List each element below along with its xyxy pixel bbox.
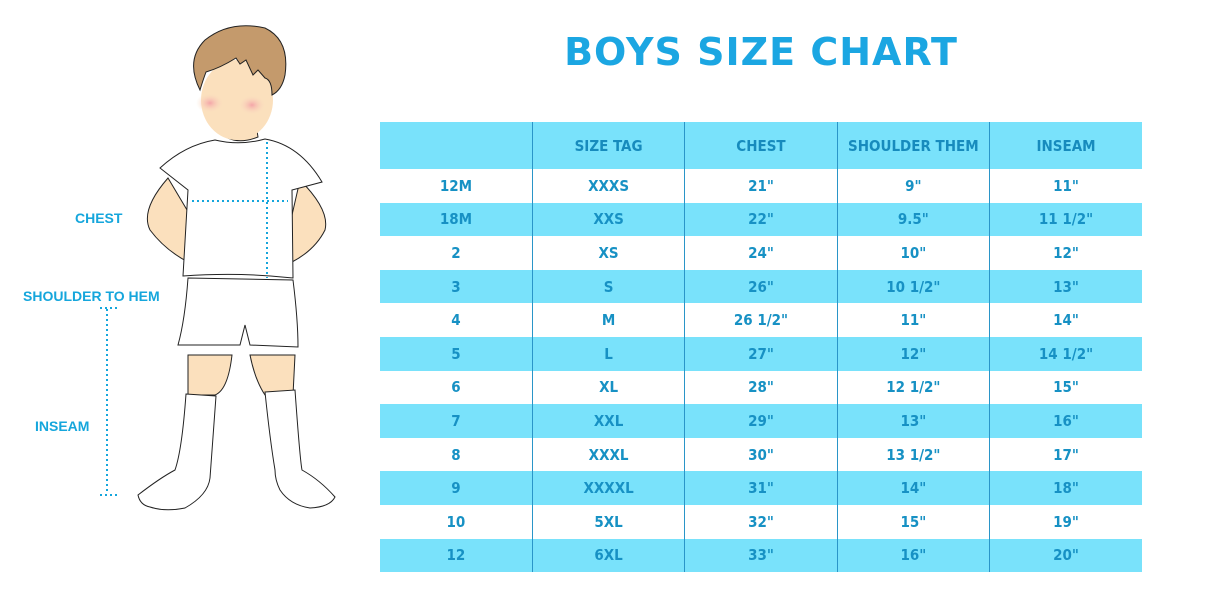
table-cell: 30" — [684, 437, 838, 472]
left-sock — [137, 393, 217, 511]
table-row: 2 XS 24" 10" 12" — [380, 236, 1142, 270]
table-cell: 10 — [446, 512, 466, 531]
table-cell: XS — [531, 236, 685, 270]
table-cell: XXXS — [531, 169, 685, 203]
shoulder-to-hem-label: SHOULDER TO HEM — [23, 288, 160, 304]
table-cell: 26 1/2" — [684, 303, 838, 337]
right-sock — [264, 389, 336, 509]
table-header-row: SIZE TAG CHEST SHOULDER THEM INSEAM — [380, 122, 1142, 169]
table-cell: 15" — [989, 370, 1142, 405]
table-cell: 4 — [451, 311, 461, 330]
table-cell: 14" — [989, 303, 1142, 337]
table-cell: 8 — [451, 445, 461, 464]
column-header: CHEST — [684, 122, 838, 169]
table-row: 8 XXXL 30" 13 1/2" 17" — [380, 437, 1142, 472]
table-cell: 18M — [380, 202, 533, 237]
hair — [193, 25, 287, 96]
table-cell: 26" — [684, 269, 838, 304]
table-cell: 9" — [836, 169, 990, 203]
column-header: INSEAM — [989, 122, 1142, 169]
table-cell: 17" — [989, 437, 1142, 472]
table-cell: 14" — [836, 471, 990, 505]
table-cell: 28" — [684, 370, 838, 405]
shorts — [177, 277, 299, 348]
table-cell: 22" — [684, 202, 838, 237]
table-cell: XXS — [531, 202, 685, 237]
table-cell: 29" — [684, 404, 838, 438]
table-cell: 12 — [380, 538, 533, 573]
table-cell: XXXXL — [531, 471, 685, 505]
table-row: 5 L 27" 12" 14 1/2" — [380, 336, 1142, 371]
column-header — [380, 122, 533, 169]
table-row: 7 XXL 29" 13" 16" — [380, 404, 1142, 438]
table-cell: 5 — [380, 336, 533, 371]
table-cell: 9.5" — [836, 202, 990, 237]
table-cell: 33" — [684, 538, 838, 573]
table-cell: 14 1/2" — [989, 336, 1142, 371]
table-cell: 13" — [989, 269, 1142, 304]
table-cell: 15" — [836, 504, 990, 539]
table-cell: 24" — [684, 236, 838, 270]
table-cell: 10" — [836, 236, 990, 270]
column-header: SHOULDER THEM — [836, 122, 990, 169]
right-arm — [291, 179, 327, 263]
table-cell: 21" — [684, 169, 838, 203]
left-leg — [187, 354, 233, 396]
table-cell: 12M — [439, 176, 473, 195]
table-cell: 6 — [451, 378, 461, 397]
table-cell: 6XL — [531, 538, 685, 573]
table-cell: XL — [531, 370, 685, 405]
table-row: 10 5XL 32" 15" 19" — [380, 504, 1142, 539]
table-row: 6 XL 28" 12 1/2" 15" — [380, 370, 1142, 405]
size-table: SIZE TAG CHEST SHOULDER THEM INSEAM 12M XXXS… — [380, 122, 1142, 573]
table-row: 9 XXXXL 31" 14" 18" — [380, 471, 1142, 505]
table-cell: 27" — [684, 336, 838, 371]
table-cell: 18" — [989, 471, 1142, 505]
table-cell: 7 — [380, 404, 533, 438]
table-row: 12 6XL 33" 16" 20" — [380, 538, 1142, 573]
table-row: 12M XXXS 21" 9" 11" — [380, 169, 1142, 203]
table-cell: 12" — [836, 336, 990, 371]
table-cell: 12 1/2" — [836, 370, 990, 405]
table-row: 18M XXS 22" 9.5" 11 1/2" — [380, 202, 1142, 237]
table-cell: M — [531, 303, 685, 337]
inseam-label: INSEAM — [35, 418, 90, 434]
table-cell: S — [531, 269, 685, 304]
table-cell: 11" — [836, 303, 990, 337]
table-cell: L — [531, 336, 685, 371]
column-header: SIZE TAG — [531, 122, 685, 169]
boy-illustration — [100, 25, 336, 511]
table-cell: 11 1/2" — [989, 202, 1142, 237]
table-cell: 19" — [989, 504, 1142, 539]
table-cell: 20" — [989, 538, 1142, 573]
table-cell: 13 1/2" — [836, 437, 990, 472]
table-row: 3 S 26" 10 1/2" 13" — [380, 269, 1142, 304]
table-cell: 12" — [989, 236, 1142, 270]
table-cell: 13" — [836, 404, 990, 438]
right-leg — [249, 354, 296, 396]
table-cell: 9 — [380, 471, 533, 505]
table-cell: XXXL — [531, 437, 685, 472]
table-cell: 2 — [451, 243, 461, 262]
table-cell: 10 1/2" — [836, 269, 990, 304]
table-row: 4 M 26 1/2" 11" 14" — [380, 303, 1142, 337]
table-cell: 31" — [684, 471, 838, 505]
chest-label: CHEST — [75, 210, 123, 226]
table-cell: 32" — [684, 504, 838, 539]
table-cell: 5XL — [531, 504, 685, 539]
left-arm — [146, 177, 191, 263]
table-cell: XXL — [531, 404, 685, 438]
table-cell: 3 — [380, 269, 533, 304]
shirt — [159, 138, 323, 279]
table-cell: 16" — [989, 404, 1142, 438]
table-cell: 11" — [989, 169, 1142, 203]
table-cell: 16" — [836, 538, 990, 573]
face — [201, 60, 273, 140]
page-title: BOYS SIZE CHART — [564, 30, 958, 74]
